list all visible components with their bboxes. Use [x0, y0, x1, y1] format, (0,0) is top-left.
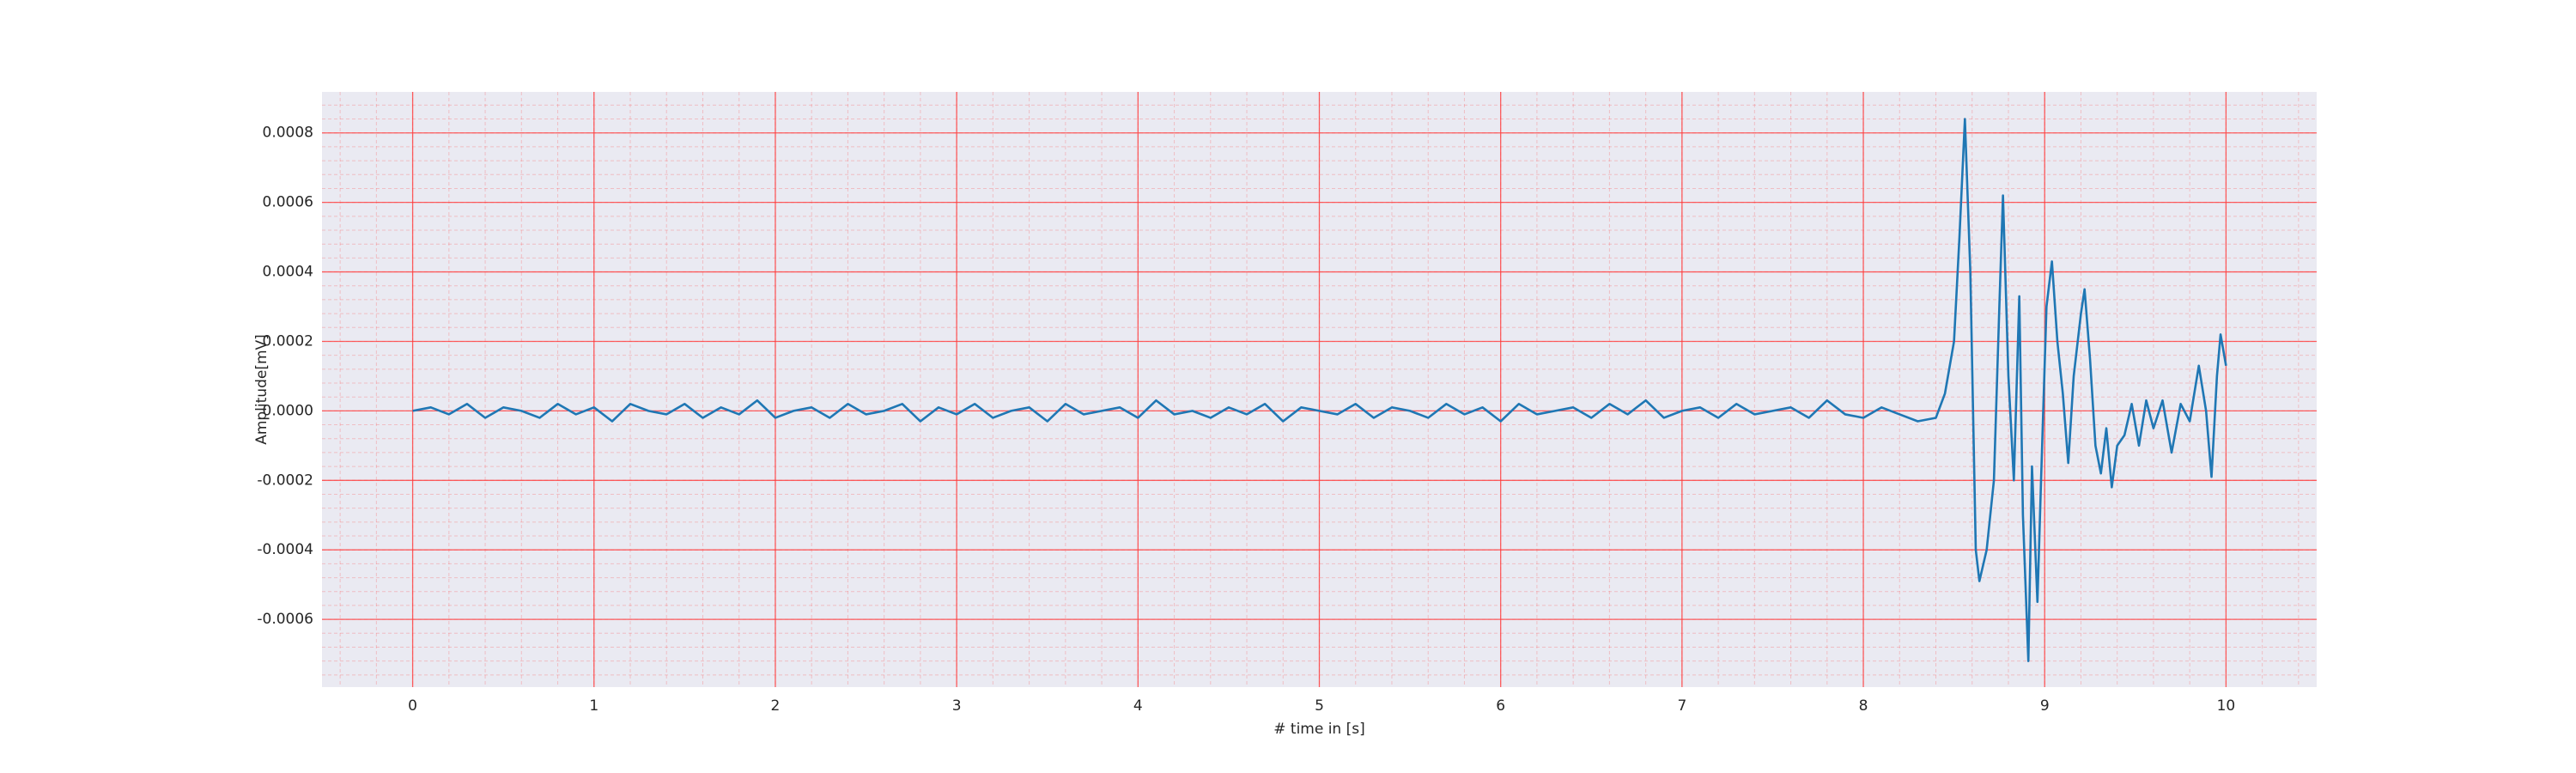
y-tick-label: -0.0006: [257, 611, 313, 628]
y-tick-label: -0.0004: [257, 541, 313, 558]
y-tick-label: 0.0006: [263, 194, 313, 211]
x-tick-label: 0: [408, 697, 417, 715]
y-tick-label: 0.0008: [263, 125, 313, 142]
y-tick-label: 0.0002: [263, 332, 313, 350]
y-tick-label: -0.0002: [257, 472, 313, 489]
x-tick-label: 9: [2040, 697, 2050, 715]
x-tick-label: 8: [1859, 697, 1868, 715]
x-tick-label: 10: [2217, 697, 2236, 715]
y-tick-label: 0.0000: [263, 402, 313, 419]
x-tick-label: 3: [952, 697, 962, 715]
data-line: [412, 118, 2227, 662]
x-axis-label: # time in [s]: [1273, 721, 1364, 738]
x-tick-label: 4: [1133, 697, 1143, 715]
x-tick-label: 1: [589, 697, 598, 715]
x-tick-label: 6: [1496, 697, 1505, 715]
y-axis-label: Amplitude[mV]: [253, 334, 270, 445]
y-tick-label: 0.0004: [263, 264, 313, 281]
x-tick-label: 2: [771, 697, 781, 715]
x-tick-label: 5: [1315, 697, 1324, 715]
x-tick-label: 7: [1677, 697, 1686, 715]
